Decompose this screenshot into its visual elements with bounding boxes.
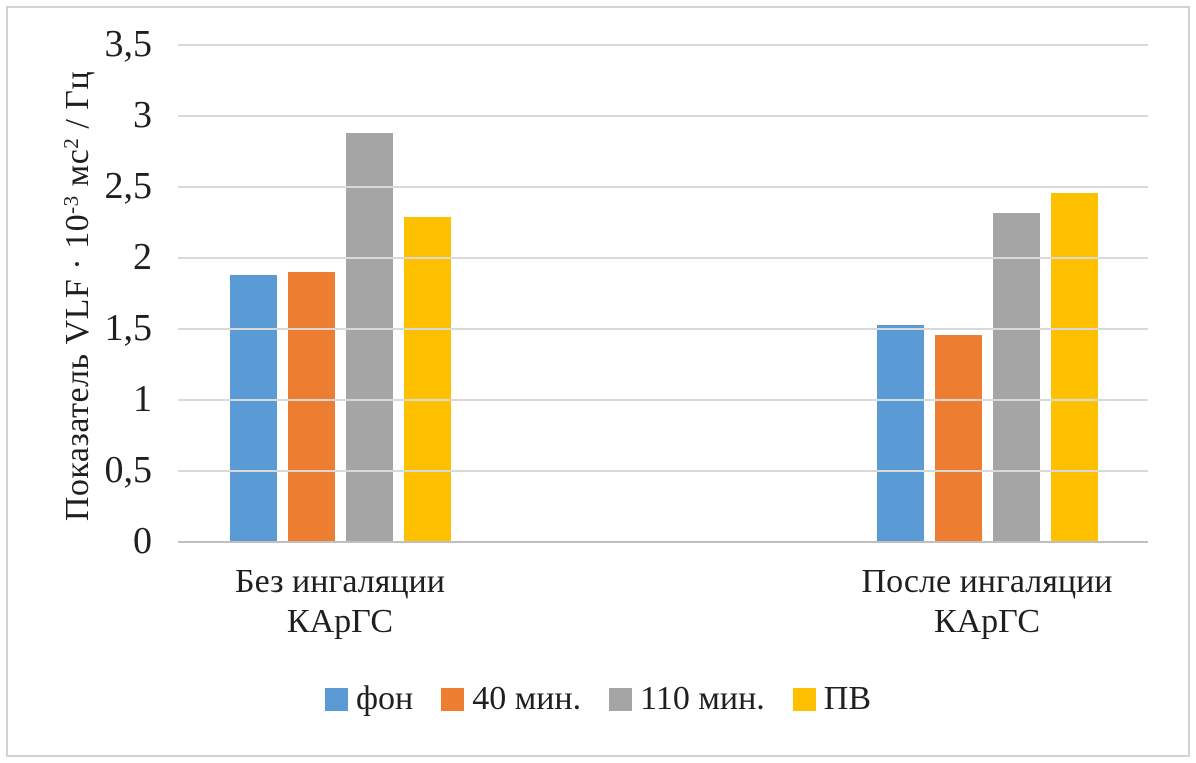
legend-item: 110 мин. <box>609 680 765 718</box>
legend-label: ПВ <box>823 680 872 717</box>
legend-item: фон <box>324 680 414 718</box>
x-axis-line <box>178 541 1148 543</box>
y-axis-tick-label: 1,5 <box>104 307 153 350</box>
bar-ПВ <box>1051 192 1098 542</box>
legend-swatch-icon <box>609 687 633 711</box>
category-label-line: КАрГС <box>933 603 1041 640</box>
category-label-no-inhalation: Без ингаляции КАрГС <box>235 562 445 642</box>
gridline <box>178 399 1148 401</box>
legend-label: 110 мин. <box>640 680 765 717</box>
category-label-line: Без ингаляции <box>235 563 445 600</box>
bar-110 мин. <box>993 212 1040 542</box>
bar-cluster <box>877 45 1098 542</box>
gridline <box>178 44 1148 46</box>
legend-label: 40 мин. <box>472 680 582 717</box>
gridline <box>178 328 1148 330</box>
bar-40 мин. <box>288 272 335 542</box>
bar-фон <box>230 275 277 542</box>
bar-ПВ <box>404 216 451 542</box>
y-axis-tick-label: 0,5 <box>104 449 153 492</box>
legend-label: фон <box>355 680 414 717</box>
legend-item: ПВ <box>792 680 872 718</box>
category-label-after-inhalation: После ингаляции КАрГС <box>862 562 1113 642</box>
y-axis-tick-label: 3,5 <box>104 23 153 66</box>
y-axis-tick-label: 3 <box>133 94 152 137</box>
bar-фон <box>877 324 924 542</box>
gridline <box>178 115 1148 117</box>
bar-cluster <box>230 45 451 542</box>
legend-swatch-icon <box>441 687 465 711</box>
legend-swatch-icon <box>792 687 816 711</box>
bar-110 мин. <box>346 133 393 542</box>
gridline <box>178 470 1148 472</box>
bar-40 мин. <box>935 334 982 542</box>
y-axis-tick-label: 1 <box>133 378 152 421</box>
legend-item: 40 мин. <box>441 680 581 718</box>
plot-area <box>178 44 1148 542</box>
legend-swatch-icon <box>324 687 348 711</box>
y-axis-tick-label: 2 <box>133 236 152 279</box>
chart-frame-border <box>6 6 1190 757</box>
legend: фон 40 мин. 110 мин. ПВ <box>0 680 1196 718</box>
y-axis-tick-label: 0 <box>133 520 152 563</box>
category-label-line: КАрГС <box>286 603 394 640</box>
y-axis-tick-label: 2,5 <box>104 165 153 208</box>
gridline <box>178 186 1148 188</box>
category-label-line: После ингаляции <box>861 563 1113 600</box>
gridline <box>178 257 1148 259</box>
y-axis-tick-labels: 3,5 3 2,5 2 1,5 1 0,5 0 <box>0 25 153 560</box>
